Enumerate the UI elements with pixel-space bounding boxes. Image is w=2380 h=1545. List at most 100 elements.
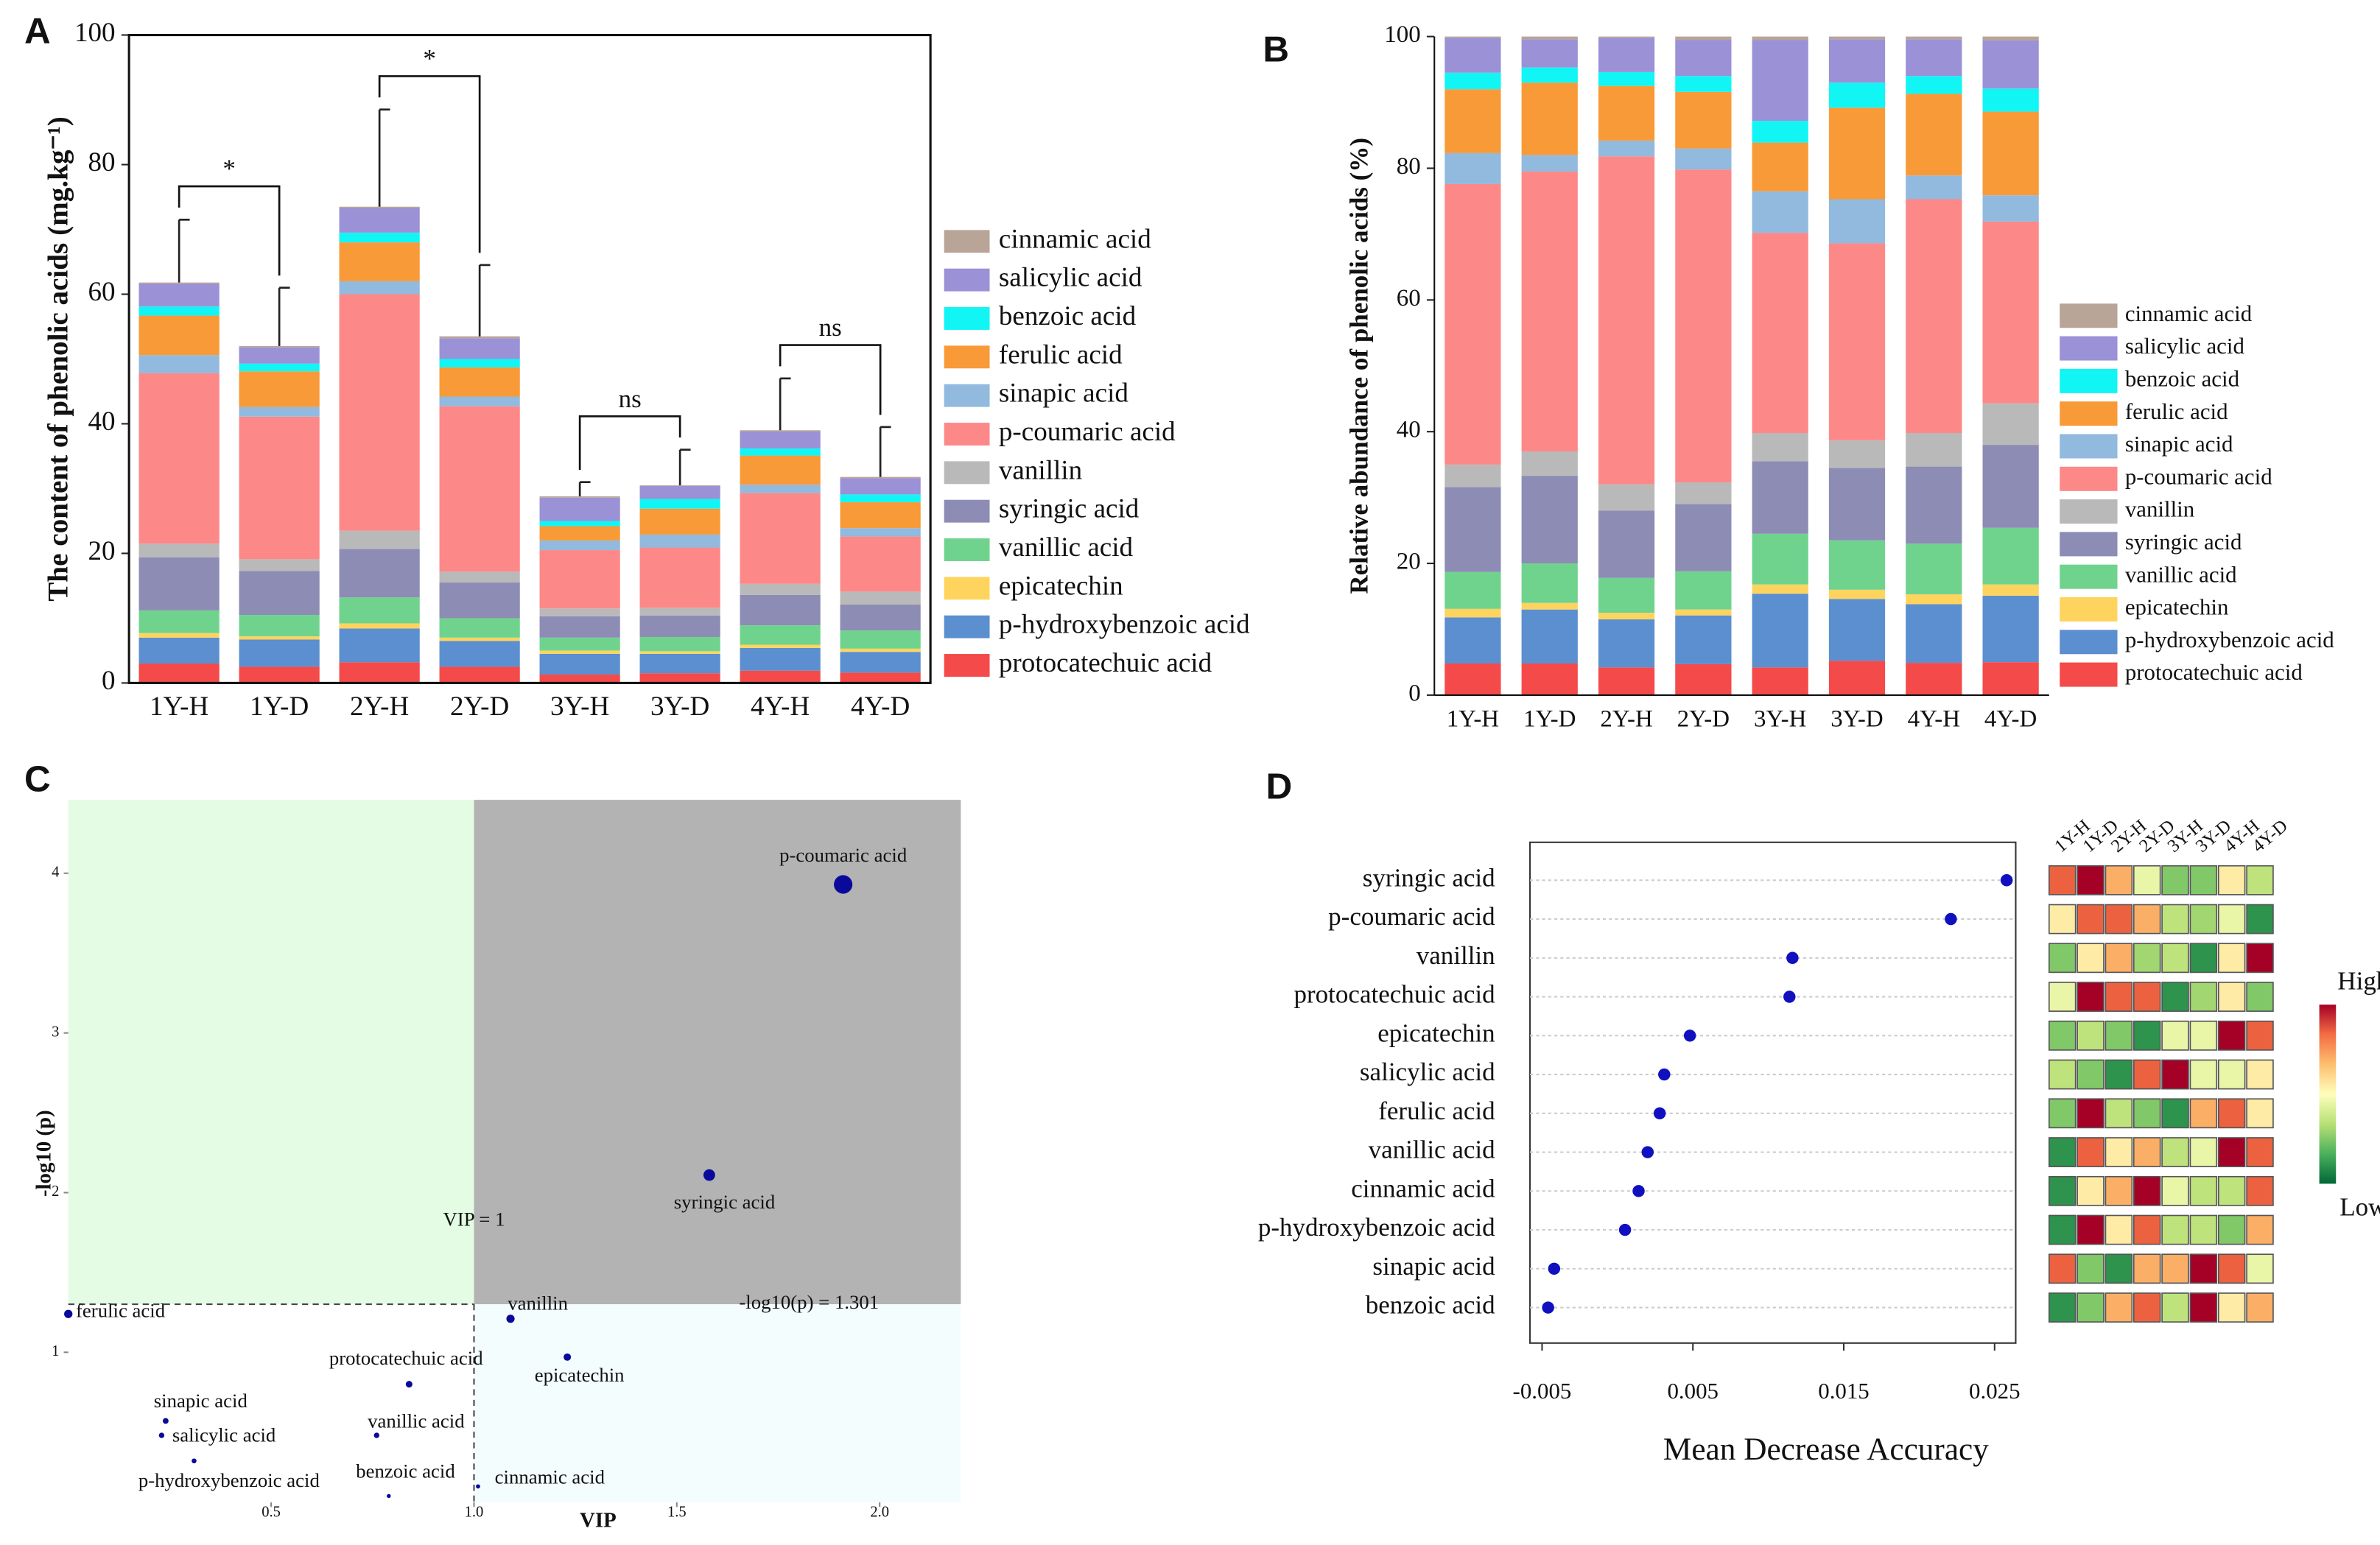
heatmap-cell bbox=[2132, 943, 2161, 974]
bar-segment bbox=[239, 371, 320, 407]
legend-swatch bbox=[944, 307, 990, 330]
y-tick-label: salicylic acid bbox=[1360, 1057, 1495, 1086]
point-label: protocatechuic acid bbox=[329, 1347, 483, 1369]
y-tick-label: 100 bbox=[74, 18, 116, 48]
point bbox=[834, 875, 853, 894]
x-tick-label: 0.5 bbox=[261, 1504, 281, 1520]
bar-segment bbox=[1521, 663, 1578, 695]
heatmap-cell bbox=[2246, 1253, 2274, 1284]
y-tick-label: vanillin bbox=[1417, 941, 1495, 970]
bar-segment bbox=[639, 636, 720, 652]
bar-segment bbox=[1982, 195, 2039, 222]
plot-frame bbox=[1529, 841, 2017, 1344]
bar-segment bbox=[1598, 85, 1655, 141]
heatmap-cell bbox=[2132, 1059, 2161, 1090]
y-tick-label: 40 bbox=[1397, 417, 1421, 443]
x-tick-label: 0.015 bbox=[1818, 1378, 1870, 1404]
bar-segment bbox=[439, 396, 520, 407]
region bbox=[68, 800, 474, 1305]
point bbox=[158, 1432, 165, 1438]
bar-segment bbox=[740, 583, 821, 595]
bar-segment bbox=[138, 637, 220, 664]
legend-label: syringic acid bbox=[999, 494, 1140, 524]
bar-segment bbox=[1906, 604, 1962, 664]
bar-segment bbox=[138, 557, 220, 610]
legend-label: vanillic acid bbox=[2125, 561, 2237, 587]
heatmap-cell bbox=[2246, 1098, 2274, 1129]
bar-segment bbox=[539, 674, 620, 683]
dot bbox=[1548, 1262, 1561, 1275]
bar-segment bbox=[239, 571, 320, 616]
bar-segment bbox=[539, 550, 620, 609]
bar-segment bbox=[1445, 89, 1501, 153]
heatmap-cell bbox=[2048, 865, 2077, 895]
bar-segment bbox=[840, 630, 921, 649]
legend-label: vanillic acid bbox=[999, 532, 1134, 563]
x-tick-label: 2Y-D bbox=[1677, 706, 1730, 733]
bar-segment bbox=[539, 521, 620, 527]
bar-segment bbox=[639, 615, 720, 637]
legend-swatch bbox=[944, 345, 990, 369]
legend-label: benzoic acid bbox=[999, 301, 1137, 331]
legend-label: epicatechin bbox=[2125, 594, 2229, 620]
point-label: ferulic acid bbox=[76, 1299, 166, 1321]
bar-segment bbox=[639, 673, 720, 683]
bar-segment bbox=[439, 641, 520, 667]
bar-segment bbox=[138, 306, 220, 316]
heatmap-cell bbox=[2246, 982, 2274, 1012]
bar-segment bbox=[339, 294, 420, 531]
point bbox=[387, 1493, 391, 1499]
x-tick-label: 2Y-H bbox=[1600, 706, 1652, 733]
point bbox=[162, 1418, 169, 1424]
heatmap-cell bbox=[2105, 1175, 2133, 1206]
bar-segment bbox=[1445, 152, 1501, 184]
colorbar bbox=[2319, 1004, 2337, 1184]
heatmap-cell bbox=[2246, 1059, 2274, 1090]
heatmap-cell bbox=[2077, 1175, 2105, 1206]
bar-segment bbox=[239, 559, 320, 571]
bar-segment bbox=[1521, 563, 1578, 603]
heatmap-cell bbox=[2077, 865, 2105, 895]
bar-segment bbox=[339, 628, 420, 663]
bar-segment bbox=[1752, 533, 1808, 585]
heatmap-cell bbox=[2048, 1020, 2077, 1051]
bar-segment bbox=[1828, 82, 1886, 108]
legend-label: p-coumaric acid bbox=[2125, 463, 2272, 489]
bar-segment bbox=[1752, 432, 1808, 462]
heatmap-cell bbox=[2048, 1098, 2077, 1129]
bar-segment bbox=[339, 597, 420, 624]
heatmap-cell bbox=[2189, 1059, 2218, 1090]
bar-segment bbox=[1675, 482, 1732, 504]
bar-segment bbox=[138, 610, 220, 633]
heatmap-cell bbox=[2246, 904, 2274, 935]
bar-segment bbox=[1598, 140, 1655, 157]
legend-swatch bbox=[2060, 630, 2118, 655]
bar-segment bbox=[1828, 589, 1886, 599]
point bbox=[703, 1169, 715, 1181]
heatmap-cell bbox=[2105, 1059, 2133, 1090]
bar-segment bbox=[339, 549, 420, 598]
heatmap-cell bbox=[2132, 1137, 2161, 1167]
heatmap-cell bbox=[2217, 1059, 2246, 1090]
y-tick-label: benzoic acid bbox=[1366, 1291, 1495, 1320]
bar-segment bbox=[639, 651, 720, 654]
heatmap-cell bbox=[2217, 1214, 2246, 1245]
bar-segment bbox=[1598, 613, 1655, 620]
bar-segment bbox=[339, 662, 420, 683]
region bbox=[474, 800, 961, 1305]
y-tick-label: 2 bbox=[52, 1183, 59, 1200]
legend-label: protocatechuic acid bbox=[999, 648, 1212, 678]
heatmap-cell bbox=[2077, 1253, 2105, 1284]
heatmap-cell bbox=[2105, 943, 2133, 974]
y-tick-label: 0 bbox=[102, 666, 116, 696]
heatmap-cell bbox=[2161, 943, 2189, 974]
bar-segment bbox=[1598, 619, 1655, 668]
dot bbox=[2000, 874, 2013, 887]
bar-segment bbox=[1598, 71, 1655, 86]
point bbox=[506, 1315, 515, 1323]
significance-label: * bbox=[222, 154, 236, 183]
bar-segment bbox=[1598, 667, 1655, 695]
bar-segment bbox=[740, 644, 821, 648]
bar-segment bbox=[1752, 594, 1808, 668]
legend-swatch bbox=[2060, 564, 2118, 589]
